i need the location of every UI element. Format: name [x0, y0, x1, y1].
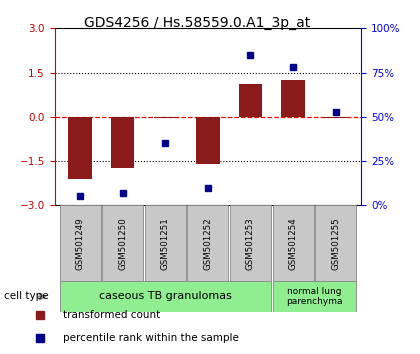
Text: GSM501252: GSM501252	[203, 217, 213, 270]
Text: GSM501253: GSM501253	[246, 217, 255, 270]
Text: GSM501254: GSM501254	[289, 217, 297, 270]
Text: percentile rank within the sample: percentile rank within the sample	[63, 333, 239, 343]
Text: GSM501250: GSM501250	[118, 217, 127, 270]
Bar	[111, 117, 134, 169]
Text: caseous TB granulomas: caseous TB granulomas	[99, 291, 232, 302]
Bar	[196, 117, 220, 164]
Bar	[154, 117, 177, 118]
Bar	[324, 117, 347, 118]
Text: GSM501255: GSM501255	[331, 217, 340, 270]
FancyBboxPatch shape	[187, 205, 228, 281]
Text: transformed count: transformed count	[63, 310, 160, 320]
FancyBboxPatch shape	[273, 205, 313, 281]
Bar	[281, 80, 305, 117]
Text: cell type: cell type	[4, 291, 49, 302]
FancyBboxPatch shape	[315, 205, 356, 281]
FancyBboxPatch shape	[102, 205, 143, 281]
Text: GDS4256 / Hs.58559.0.A1_3p_at: GDS4256 / Hs.58559.0.A1_3p_at	[84, 16, 310, 30]
Text: normal lung
parenchyma: normal lung parenchyma	[286, 287, 343, 306]
Text: GSM501249: GSM501249	[76, 217, 85, 270]
FancyBboxPatch shape	[60, 205, 101, 281]
Bar	[239, 84, 262, 117]
FancyBboxPatch shape	[230, 205, 271, 281]
FancyBboxPatch shape	[60, 281, 271, 312]
FancyBboxPatch shape	[273, 281, 356, 312]
FancyBboxPatch shape	[145, 205, 186, 281]
Bar	[68, 117, 92, 179]
Text: GSM501251: GSM501251	[161, 217, 170, 270]
